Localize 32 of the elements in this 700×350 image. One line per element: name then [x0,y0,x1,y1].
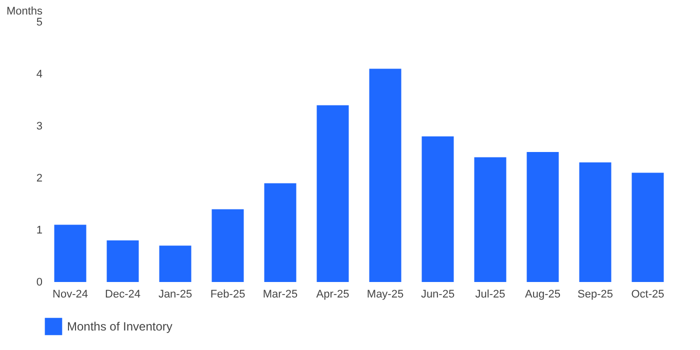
y-tick-label: 5 [36,16,42,28]
x-tick-label: Dec-24 [105,288,140,300]
x-tick-label: Jun-25 [420,288,455,300]
x-tick-label: Nov-24 [52,288,88,300]
y-axis-title: Months [6,6,44,18]
bar [159,246,192,282]
bar [212,209,244,282]
y-tick-label: 4 [36,68,42,80]
y-tick-label: 3 [36,120,42,132]
bar [54,224,86,282]
y-tick-label: 0 [36,276,42,288]
bar [316,105,349,282]
bar [526,152,559,282]
bar [264,183,296,282]
bar [474,157,506,282]
x-tick-label: Apr-25 [316,288,350,300]
x-tick-label: Aug-25 [525,288,560,300]
bar [106,240,139,282]
x-tick-label: Jul-25 [475,288,506,300]
x-tick-label: Oct-25 [631,288,664,300]
x-tick-label: Mar-25 [262,288,298,300]
y-tick-label: 2 [36,172,42,184]
x-tick-label: Feb-25 [210,288,246,300]
bar [632,172,664,282]
bar [579,162,612,282]
x-tick-label: Sep-25 [578,288,613,300]
x-tick-label: May-25 [366,288,404,300]
y-tick-label: 1 [36,224,42,236]
bar [369,68,402,282]
legend-label: Months of Inventory [67,320,172,334]
x-tick-label: Jan-25 [158,288,192,300]
bar [422,136,454,282]
